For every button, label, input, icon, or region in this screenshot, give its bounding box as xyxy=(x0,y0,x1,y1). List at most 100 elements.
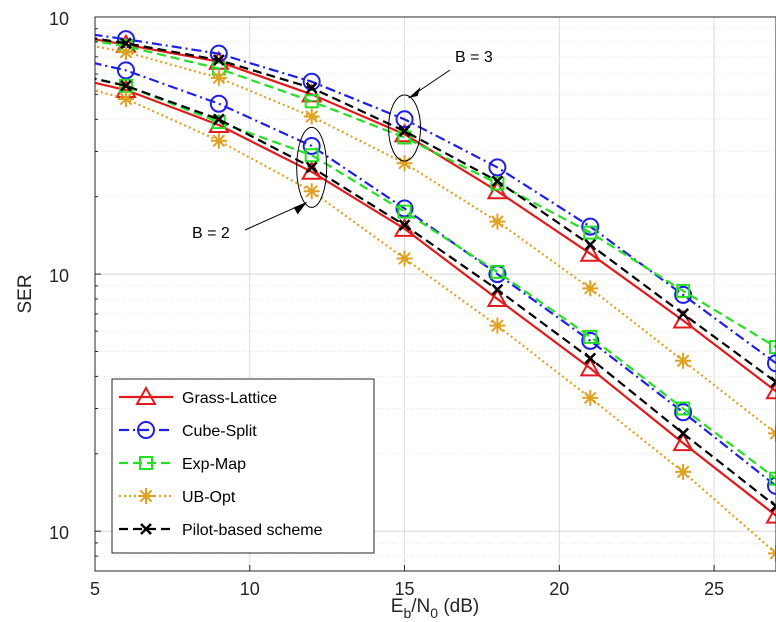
series-layer xyxy=(95,30,776,562)
data-point xyxy=(583,329,598,344)
legend-entry-exp-map: Exp-Map xyxy=(119,456,246,473)
data-point xyxy=(582,389,599,406)
data-point xyxy=(584,238,597,251)
data-point xyxy=(770,500,776,513)
data-point xyxy=(302,72,321,91)
data-point xyxy=(398,219,411,232)
grid-lines xyxy=(94,16,776,572)
x-tick-label-25: 25 xyxy=(704,579,724,599)
x-tick-label-5: 5 xyxy=(90,579,100,599)
data-point xyxy=(120,79,132,92)
legend-entry-grass-lattice: Grass-Lattice xyxy=(119,385,277,407)
series-line xyxy=(95,81,776,517)
b2-arrow-head xyxy=(293,202,307,215)
legend-label: UB-Opt xyxy=(182,489,236,506)
data-point xyxy=(304,94,319,109)
y-axis-label: SER xyxy=(15,274,36,313)
series-line xyxy=(95,38,776,393)
y-tick-label--2: 10 xyxy=(49,523,69,543)
series-line xyxy=(95,33,776,365)
b2-label: B = 2 xyxy=(192,225,230,242)
data-point xyxy=(583,225,598,240)
data-point xyxy=(210,69,227,86)
plot-frame xyxy=(94,16,776,572)
series-line xyxy=(95,62,776,487)
legend-label: Grass-Lattice xyxy=(182,390,277,407)
data-point xyxy=(489,213,506,230)
data-point xyxy=(584,352,597,365)
annotations: B = 3 B = 2 xyxy=(192,49,493,242)
series-pilot-based-scheme-b2 xyxy=(95,77,776,513)
data-point xyxy=(303,108,320,125)
legend-label: Exp-Map xyxy=(182,456,246,473)
data-point xyxy=(396,250,413,267)
data-point xyxy=(120,37,132,50)
data-point xyxy=(486,287,509,308)
data-point xyxy=(212,54,225,66)
data-point xyxy=(490,264,505,279)
legend-marker xyxy=(137,421,155,439)
data-point xyxy=(579,242,601,262)
x-tick-label-20: 20 xyxy=(549,579,569,599)
data-point xyxy=(210,132,227,149)
b3-label: B = 3 xyxy=(455,49,493,66)
x-tick-label-10: 10 xyxy=(240,579,260,599)
data-point xyxy=(395,199,414,218)
data-point xyxy=(303,183,320,200)
legend-label: Pilot-based scheme xyxy=(182,522,323,539)
data-point xyxy=(490,176,505,191)
data-point xyxy=(305,161,318,174)
data-point xyxy=(767,476,776,495)
data-point xyxy=(770,376,776,389)
data-point xyxy=(769,340,776,355)
legend-marker xyxy=(138,488,154,504)
data-point xyxy=(767,354,776,373)
data-point xyxy=(675,463,692,480)
data-point xyxy=(117,44,134,61)
axis-ticks: 51015202510010-110-2 xyxy=(49,9,724,599)
data-point xyxy=(582,280,599,297)
data-point xyxy=(674,403,693,422)
b3-arrow-head xyxy=(408,87,421,99)
legend-label: Cube-Split xyxy=(182,423,257,440)
series-line xyxy=(95,89,776,555)
x-tick-label-15: 15 xyxy=(395,579,415,599)
series-ub-opt-b3 xyxy=(95,44,776,442)
data-point xyxy=(675,352,692,369)
legend-entry-cube-split: Cube-Split xyxy=(119,421,257,440)
data-point xyxy=(395,110,414,129)
data-point xyxy=(305,82,318,94)
legend-marker xyxy=(140,523,152,535)
legend-marker xyxy=(135,385,157,405)
data-point xyxy=(398,125,411,137)
data-point xyxy=(765,504,776,524)
y-tick-label--1: 10 xyxy=(49,266,69,286)
data-point xyxy=(396,155,413,172)
data-point xyxy=(488,158,507,177)
data-point xyxy=(581,331,600,350)
data-point xyxy=(676,283,691,298)
legend-marker xyxy=(139,456,153,470)
data-point xyxy=(581,217,600,236)
data-point xyxy=(676,401,691,416)
legend-box xyxy=(111,378,375,554)
data-point xyxy=(209,94,228,113)
data-point xyxy=(579,357,601,377)
legend-entry-pilot-based-scheme: Pilot-based scheme xyxy=(119,522,323,539)
x-axis-label: Eb/N0 (dB) xyxy=(391,596,479,621)
data-point xyxy=(672,309,694,329)
legend: Grass-Lattice Cube-Split Exp-Map UB-Opt Pilo… xyxy=(111,378,375,554)
series-ub-opt-b2 xyxy=(95,89,776,562)
data-point xyxy=(491,283,504,296)
data-point xyxy=(117,90,134,107)
data-point xyxy=(672,432,694,452)
data-point xyxy=(765,380,776,400)
y-tick-label-0: 10 xyxy=(49,9,69,29)
data-point xyxy=(212,113,225,126)
data-point xyxy=(489,317,506,334)
series-cube-split-b2 xyxy=(95,61,776,495)
b2-ellipse xyxy=(296,126,328,208)
b3-ellipse xyxy=(388,94,422,162)
data-point xyxy=(304,148,319,163)
